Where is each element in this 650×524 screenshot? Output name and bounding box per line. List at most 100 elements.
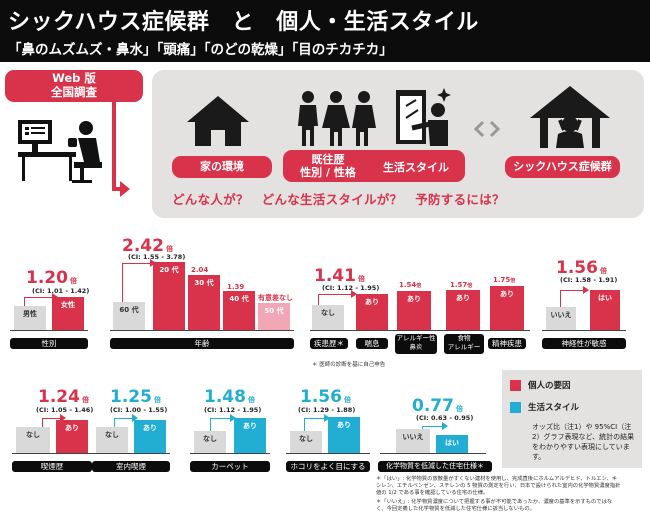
- nervous-arrow-icon: [583, 286, 589, 294]
- sex-ci: (CI: 1.01 - 1.42): [32, 287, 90, 295]
- carpet-ci: (CI: 1.12 - 1.95): [204, 406, 262, 414]
- category-dust: ホコリをよく目にする: [286, 461, 370, 472]
- asthma-value: 1.54倍: [399, 281, 422, 289]
- category-sex: 性別: [10, 338, 88, 349]
- smoking-bracket: [42, 418, 63, 428]
- indoor-smoke-bracket: [114, 418, 135, 428]
- indoor-smoke-arrow-icon: [132, 414, 138, 422]
- nervous-baseline: [542, 330, 626, 331]
- legend-swatch-personal: [510, 380, 521, 391]
- chemical-note-yes: ＊「はい」: 化学物質の放散量がすくない建材を使用し、完成直後にホルムアルデヒド…: [376, 476, 621, 496]
- category-indoor-smoke: 室内喫煙: [92, 461, 170, 472]
- legend-box: 個人の要因 生活スタイル オッズ比（注1）や 95%CI（注2）グラフ表現など、…: [502, 370, 642, 468]
- sex-bracket: [24, 297, 53, 307]
- sex-personality-label: 性別 / 性格: [300, 166, 356, 179]
- history-bracket: [318, 294, 353, 305]
- age-ci: (CI: 1.55 - 3.78): [128, 253, 186, 261]
- chemical-value: 0.77 倍: [412, 396, 463, 416]
- bar-male: 男性: [14, 306, 46, 330]
- dust-baseline: [286, 453, 370, 454]
- category-carpet: カーペット: [190, 461, 270, 472]
- category-allergic-rhinitis: アレルギー性 鼻炎: [395, 334, 437, 354]
- flow-line-horizontal: [112, 187, 124, 191]
- nervous-bracket: [560, 290, 585, 307]
- legend-swatch-lifestyle: [510, 402, 521, 413]
- cleaning-icon: [396, 88, 451, 146]
- bar-age-50s: 50 代: [258, 303, 290, 330]
- history-arrow-icon: [351, 290, 357, 298]
- dust-value: 1.56 倍: [300, 387, 351, 407]
- bar-age-20s: 20 代: [153, 262, 185, 330]
- bar-indoor-smoke-no: なし: [96, 427, 128, 453]
- bar-chemical-yes: はい: [436, 435, 468, 453]
- house-icon: [187, 96, 249, 146]
- survey-line2: 全国調査: [51, 85, 97, 99]
- bar-history-disease: あり: [356, 294, 388, 330]
- history-ci: (CI: 1.12 - 1.95): [322, 284, 380, 292]
- double-arrow-icon: [474, 120, 500, 138]
- indoor-smoke-baseline: [92, 453, 170, 454]
- bar-history-no: なし: [312, 305, 344, 330]
- carpet-arrow-icon: [230, 414, 236, 422]
- legend-personal-label: 個人の要因: [528, 381, 571, 391]
- indoor-smoke-ci: (CI: 1.00 - 1.55): [110, 406, 168, 414]
- age-bracket: [122, 263, 153, 302]
- category-smoking: 喫煙歴: [12, 461, 92, 472]
- bar-smoking-yes: あり: [56, 420, 88, 453]
- food-allergy-value: 1.75倍: [493, 276, 516, 284]
- bar-dust-yes: あり: [328, 417, 360, 453]
- category-chemical: 化学物質を低減した住宅仕様＊: [378, 461, 492, 472]
- bar-nervous-no: いいえ: [546, 307, 576, 330]
- page-subtitle: 「鼻のムズムズ・鼻水」「頭痛」「のどの乾燥」「目のチカチカ」: [8, 42, 393, 58]
- dust-arrow-icon: [324, 414, 330, 422]
- chemical-ci: (CI: 0.63 - 0.95): [416, 414, 474, 422]
- bar-food-allergy: あり: [490, 286, 524, 330]
- category-mental-illness: 精神疾患: [488, 338, 526, 349]
- legend-note: オッズ比（注1）や 95%CI（注2）グラフ表現など、統計の結果をわかりやすい表…: [532, 423, 635, 461]
- bar-nervous-yes: はい: [590, 290, 620, 330]
- age-baseline: [110, 330, 294, 331]
- age-value: 2.42 倍: [122, 236, 173, 256]
- questions-text: どんな人が？ どんな生活スタイルが？ 予防するには？: [172, 192, 505, 207]
- category-asthma: 喘息: [356, 338, 388, 349]
- title-and: と: [231, 10, 255, 35]
- bar-carpet-yes: あり: [234, 418, 266, 453]
- sex-baseline: [10, 330, 88, 331]
- bar-age-40s: 40 代: [223, 291, 255, 330]
- bar-dust-no: なし: [290, 431, 322, 453]
- chemical-baseline: [380, 453, 486, 454]
- title-left: シックハウス症候群: [8, 10, 210, 35]
- header-banner: [0, 0, 650, 62]
- nervous-value: 1.56 倍: [556, 258, 607, 278]
- web-survey-badge: Web 版 全国調査: [5, 70, 143, 102]
- chemical-bracket: [422, 426, 445, 431]
- bar-indoor-smoke-yes: あり: [134, 420, 166, 453]
- carpet-baseline: [190, 453, 270, 454]
- title-right: 個人・生活スタイル: [276, 10, 479, 35]
- sick-person-icon: [530, 86, 610, 148]
- bar-smoking-no: なし: [16, 427, 50, 453]
- bar-asthma: あり: [397, 291, 431, 330]
- history-value: 1.41 倍: [314, 266, 365, 286]
- history-footnote: ＊ 医師の診断を基に自己申告: [312, 362, 386, 368]
- carpet-value: 1.48 倍: [204, 387, 255, 407]
- smoking-baseline: [12, 453, 92, 454]
- dust-ci: (CI: 1.29 - 1.88): [298, 406, 356, 414]
- bar-female: 女性: [52, 297, 84, 330]
- bar-rhinitis: あり: [446, 290, 480, 330]
- bar-carpet-no: なし: [194, 431, 226, 453]
- indoor-smoke-value: 1.25 倍: [110, 387, 161, 407]
- category-food-allergy: 食物 アレルギー: [444, 334, 484, 354]
- age-50s-note: 有意差なし: [258, 294, 293, 302]
- home-env-pill: 家の環境: [172, 156, 272, 178]
- nervous-ci: (CI: 1.58 - 1.91): [560, 276, 618, 284]
- bar-chemical-no: いいえ: [396, 429, 430, 453]
- sex-value: 1.20 倍: [26, 268, 77, 288]
- category-disease-history: 疾患歴＊: [310, 338, 348, 349]
- flow-line: [112, 101, 116, 191]
- lifestyle-label: 生活スタイル: [383, 161, 449, 174]
- category-nervous: 神経性が敏感: [542, 338, 626, 349]
- carpet-bracket: [210, 418, 233, 432]
- chemical-note-no: ＊「いいえ」: 化学物質濃度について把握する事が不可能であったか、濃度の基準を示…: [376, 499, 613, 512]
- bar-age-30s: 30 代: [188, 275, 220, 330]
